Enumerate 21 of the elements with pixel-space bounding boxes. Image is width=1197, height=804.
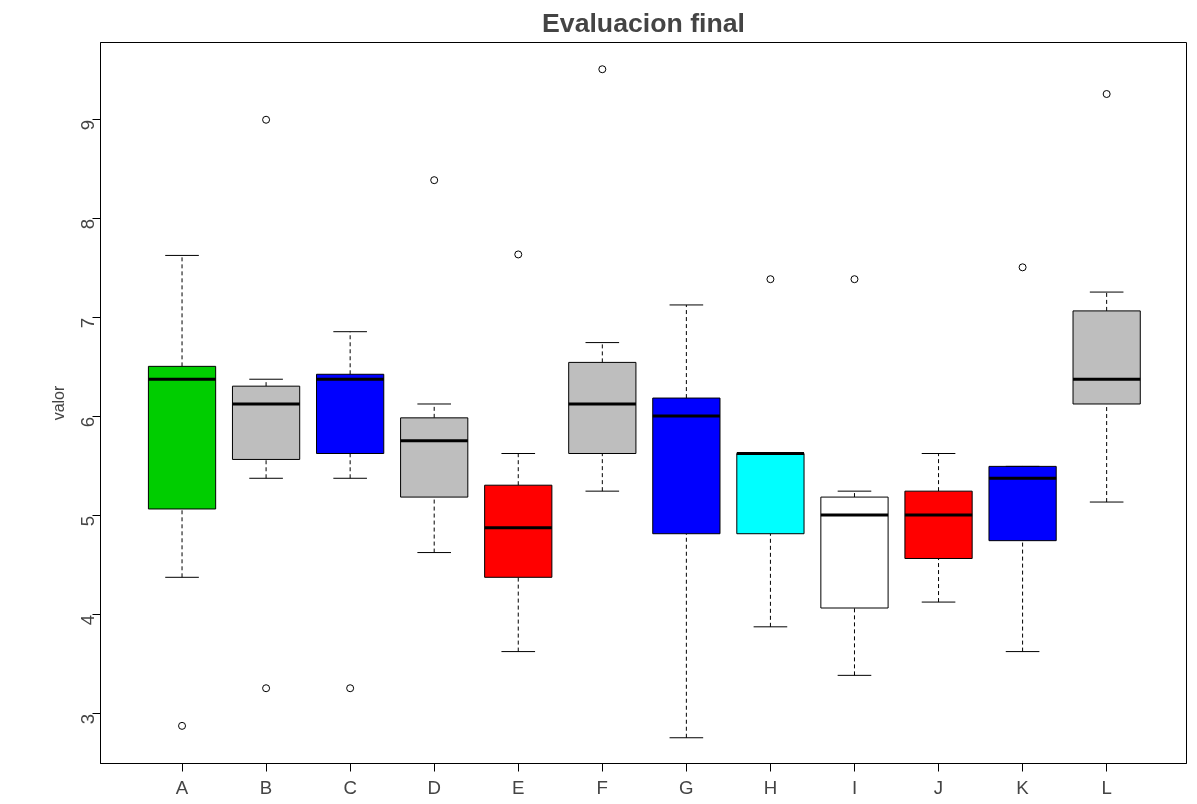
x-tick-label: A bbox=[175, 776, 189, 798]
y-tick-label: 6 bbox=[77, 416, 98, 428]
x-tick-label: J bbox=[933, 776, 944, 798]
x-tick-label: I bbox=[851, 776, 858, 798]
x-tick-label: E bbox=[512, 776, 525, 798]
y-tick-label: 4 bbox=[77, 614, 98, 626]
x-tick-label: F bbox=[596, 776, 609, 798]
x-tick-label: H bbox=[763, 776, 778, 798]
x-tick-label: G bbox=[679, 776, 694, 798]
y-tick-label: 3 bbox=[77, 713, 98, 725]
x-tick-label: B bbox=[259, 776, 273, 798]
x-tick-label: K bbox=[1016, 776, 1030, 798]
y-tick-label: 9 bbox=[77, 119, 98, 131]
x-tick-label: C bbox=[343, 776, 357, 798]
x-tick-label: D bbox=[427, 776, 441, 798]
y-tick-label: 5 bbox=[77, 515, 98, 527]
y-tick-label: 8 bbox=[77, 218, 98, 230]
y-axis-title: valor bbox=[49, 384, 67, 421]
chart-title: Evaluacion final bbox=[542, 7, 745, 38]
x-tick-label: L bbox=[1101, 776, 1112, 798]
y-tick-label: 7 bbox=[77, 317, 98, 329]
